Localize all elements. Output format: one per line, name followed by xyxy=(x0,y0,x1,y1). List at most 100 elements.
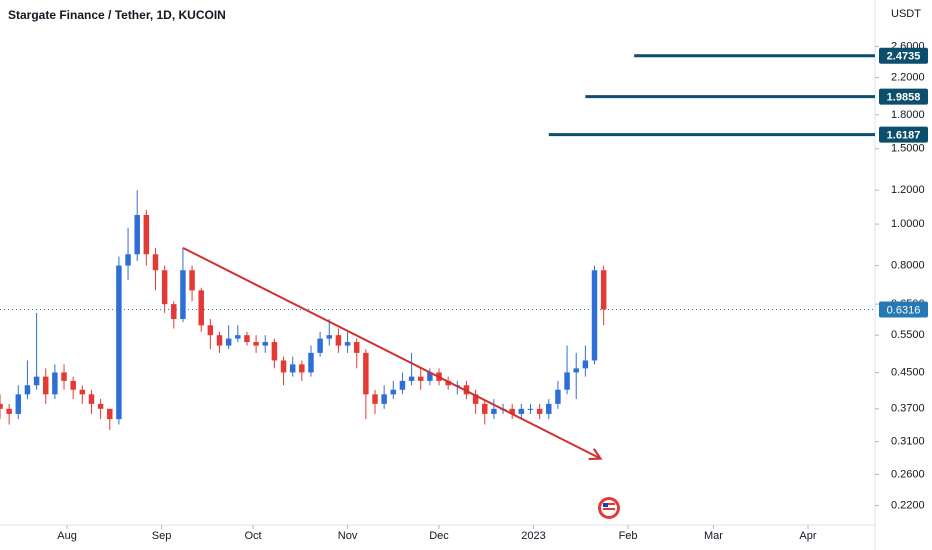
x-tick-label: Mar xyxy=(704,530,723,542)
candle-body xyxy=(189,270,195,291)
y-tick-label: 1.5000 xyxy=(891,143,925,155)
candle-body xyxy=(6,408,12,414)
candle-body xyxy=(289,364,296,373)
candle-body xyxy=(591,270,598,361)
candle-body xyxy=(573,368,579,373)
candle-body xyxy=(152,254,159,271)
price-level-label: 2.4735 xyxy=(887,51,921,63)
candle-body xyxy=(180,270,186,319)
y-tick-label: 0.4500 xyxy=(891,366,925,378)
candle-body xyxy=(317,338,323,353)
candle-body xyxy=(42,376,49,395)
candle-body xyxy=(472,394,479,404)
candle-body xyxy=(216,335,223,346)
candle-body xyxy=(33,376,40,386)
flag-icon xyxy=(598,497,620,519)
candle-body xyxy=(143,215,150,255)
candle-body xyxy=(427,372,433,381)
trendline-arrowhead xyxy=(588,448,603,461)
candle-body xyxy=(536,408,543,414)
candle-body xyxy=(408,376,415,381)
trendline xyxy=(182,246,602,460)
y-tick-label: 0.2600 xyxy=(891,468,925,480)
y-tick-label: 0.2200 xyxy=(891,499,925,511)
candle-body xyxy=(0,403,3,409)
candle-body xyxy=(107,408,113,420)
candle-body xyxy=(244,335,250,343)
candle-body xyxy=(262,342,268,346)
candle-body xyxy=(372,394,378,404)
price-level-label: 1.6187 xyxy=(887,129,921,141)
x-tick-label: Apr xyxy=(799,530,816,542)
candle-body xyxy=(253,342,259,346)
candle-body xyxy=(518,408,525,414)
candle-body xyxy=(79,389,86,395)
x-tick-label: 2023 xyxy=(521,530,545,542)
candle-body xyxy=(235,335,241,339)
candle-body xyxy=(198,290,204,326)
candle-body xyxy=(97,403,104,409)
y-tick-label: 0.5500 xyxy=(891,329,925,341)
candle-body xyxy=(225,338,232,346)
candle-body xyxy=(381,394,387,404)
candle-body xyxy=(116,265,122,420)
x-tick-label: Aug xyxy=(57,530,77,542)
candle-body xyxy=(52,372,58,395)
candle-body xyxy=(326,335,333,339)
candle-body xyxy=(88,394,95,404)
x-tick-label: Dec xyxy=(429,530,449,542)
candle-body xyxy=(24,385,31,395)
price-level-label: 1.9858 xyxy=(887,92,921,104)
candle-body xyxy=(482,403,488,414)
candle-body xyxy=(125,254,131,266)
candle-body xyxy=(390,389,397,395)
candle-body xyxy=(308,352,314,373)
price-level-badge xyxy=(879,126,928,143)
y-tick-label: 1.8000 xyxy=(891,109,925,121)
y-tick-label: 1.0000 xyxy=(891,218,925,230)
x-tick-label: Sep xyxy=(152,530,172,542)
candle-body xyxy=(417,376,424,381)
x-tick-label: Nov xyxy=(338,530,358,542)
candle-body xyxy=(491,408,497,414)
candle-body xyxy=(335,335,342,346)
candle-body xyxy=(555,389,561,404)
candle-body xyxy=(61,372,67,381)
candle-body xyxy=(546,403,552,414)
candle-body xyxy=(564,372,570,390)
x-tick-label: Oct xyxy=(244,530,261,542)
last-price-badge xyxy=(879,301,928,318)
candle-body xyxy=(363,352,369,395)
candle-body xyxy=(134,215,140,255)
chart-title: Stargate Finance / Tether, 1D, KUCOIN xyxy=(8,8,226,22)
candle-body xyxy=(161,270,168,305)
y-tick-label: 0.3100 xyxy=(891,436,925,448)
y-tick-label: 1.2000 xyxy=(891,184,925,196)
candle-body xyxy=(280,360,287,373)
price-level-badge xyxy=(879,47,928,64)
candle-body xyxy=(509,408,515,414)
candle-body xyxy=(582,360,589,369)
candle-body xyxy=(463,385,470,395)
candle-body xyxy=(445,380,451,386)
candle-body xyxy=(399,380,406,390)
candle-body xyxy=(15,394,22,414)
candle-body xyxy=(271,342,278,361)
y-tick-label: 2.2000 xyxy=(891,71,925,83)
x-tick-label: Feb xyxy=(619,530,638,542)
candle-body xyxy=(344,342,351,346)
price-level-badge xyxy=(879,88,928,105)
candle-body xyxy=(207,325,214,336)
last-price-label: 0.6316 xyxy=(887,304,921,316)
y-tick-label: 0.8000 xyxy=(891,259,925,271)
candle-body xyxy=(70,380,76,390)
candle-body xyxy=(527,408,534,410)
axis-unit: USDT xyxy=(891,8,921,20)
y-tick-label: 0.3700 xyxy=(891,403,925,415)
candle-body xyxy=(299,364,305,373)
candle-body xyxy=(353,342,360,353)
candle-body xyxy=(171,304,177,319)
candle-body xyxy=(600,270,607,310)
